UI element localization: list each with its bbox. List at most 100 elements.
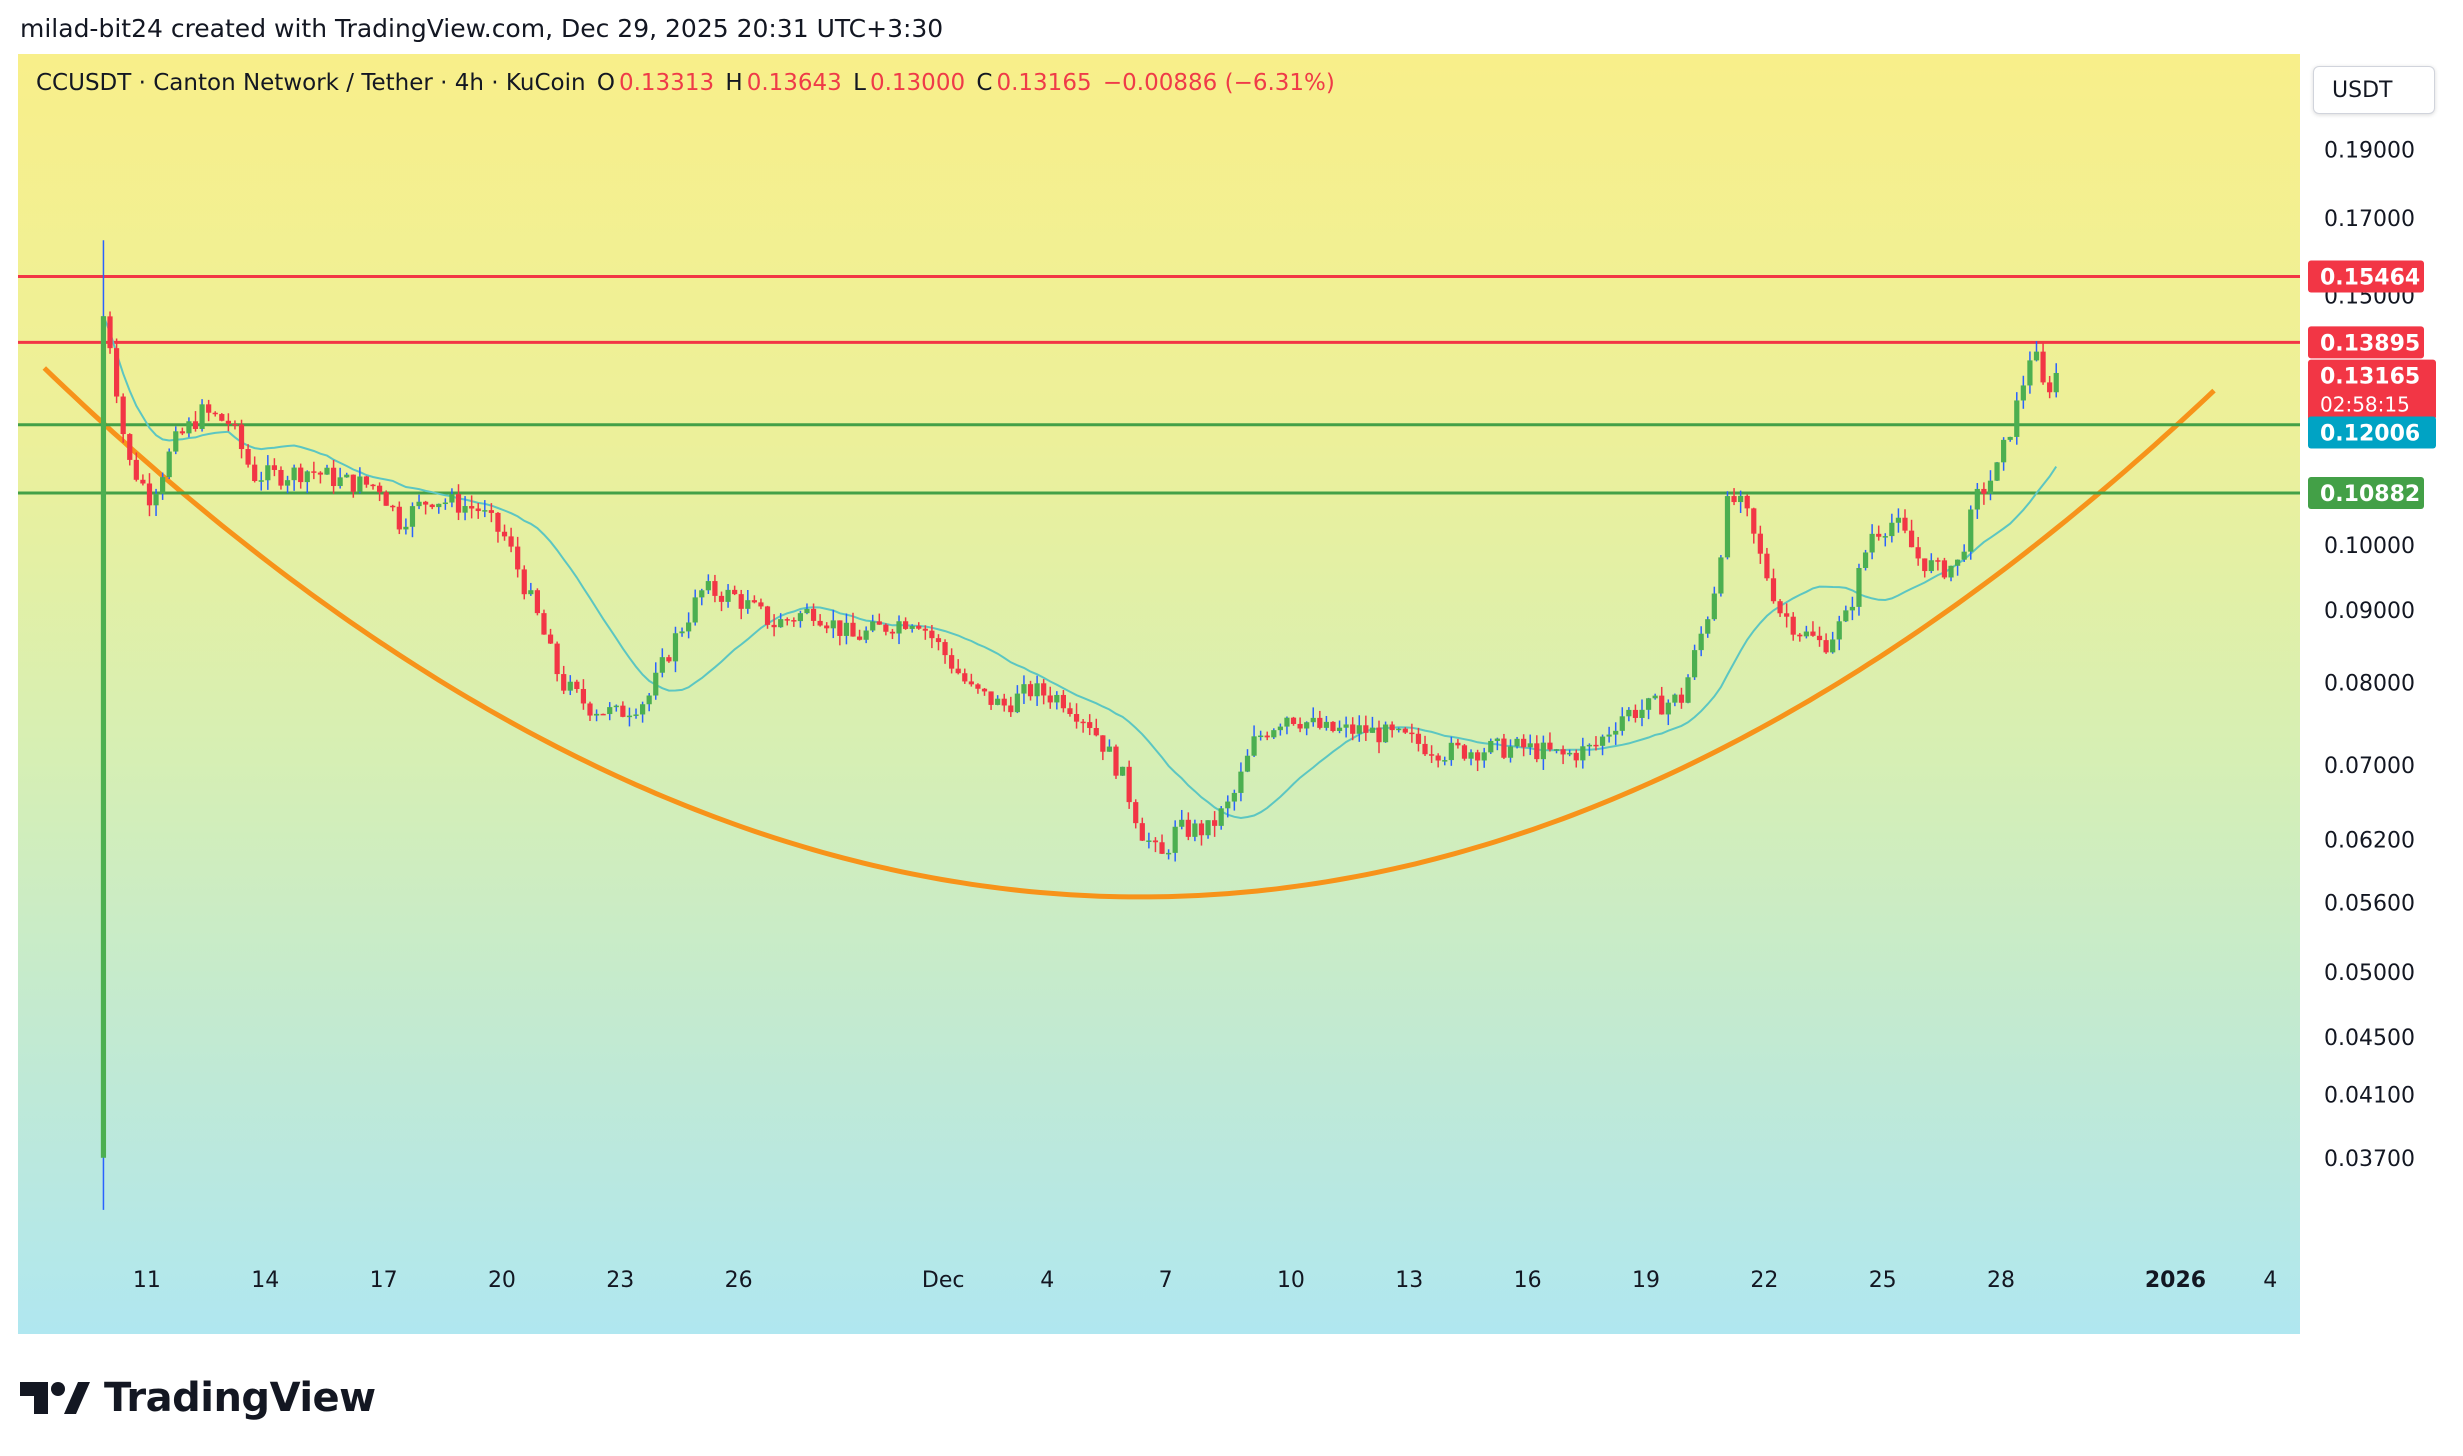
candle-body xyxy=(1849,606,1855,611)
candle-body xyxy=(1212,820,1218,826)
time-tick-label: 19 xyxy=(1632,1268,1660,1293)
candle-body xyxy=(442,502,448,505)
candle-body xyxy=(488,510,494,513)
candle-body xyxy=(120,396,126,435)
candle-body xyxy=(146,483,153,506)
candle-body xyxy=(1560,749,1566,755)
price-tick-label: 0.05600 xyxy=(2324,891,2415,916)
time-tick-label: 22 xyxy=(1750,1268,1778,1293)
chart-canvas[interactable]: 0.190000.170000.150000.100000.090000.080… xyxy=(18,54,2444,1334)
candle-body xyxy=(1705,619,1711,634)
candle-body xyxy=(692,597,698,623)
candle-body xyxy=(2007,436,2013,440)
rounding-bottom-curve xyxy=(42,366,2216,900)
candle-body xyxy=(1218,808,1224,826)
candle-body xyxy=(107,316,113,349)
candle-body xyxy=(1435,755,1441,761)
candle-body xyxy=(1106,746,1113,752)
level-badge-label: 0.10882 xyxy=(2320,482,2420,507)
candle-body xyxy=(1902,517,1908,531)
candle-body xyxy=(1363,725,1369,733)
legend-change: −0.00886 (−6.31%) xyxy=(1102,70,1335,96)
candle-body xyxy=(1152,840,1159,843)
candle-body xyxy=(1008,705,1014,713)
candle-body xyxy=(2014,400,2020,437)
candle-body xyxy=(1139,823,1145,841)
candle-body xyxy=(330,467,337,487)
candle-body xyxy=(1343,724,1349,728)
candle-body xyxy=(1409,732,1415,735)
chart-area[interactable] xyxy=(18,54,2444,1334)
candle-body xyxy=(258,480,264,482)
candle-body xyxy=(1126,766,1132,803)
candle-body xyxy=(1461,745,1468,759)
candle-body xyxy=(1034,683,1040,697)
candle-body xyxy=(1481,752,1487,761)
candle-body xyxy=(593,713,600,716)
candle-body xyxy=(173,431,179,452)
candle-body xyxy=(1968,509,1974,552)
candle-body xyxy=(1777,601,1783,614)
candle-body xyxy=(1816,635,1823,641)
candle-body xyxy=(1757,533,1763,554)
time-tick-label: 20 xyxy=(488,1268,516,1293)
legend-symbol[interactable]: CCUSDT · Canton Network / Tether · 4h · … xyxy=(36,70,586,96)
candle-body xyxy=(1586,744,1592,747)
candle-body xyxy=(1501,738,1507,758)
candle-body xyxy=(528,590,534,595)
candle-body xyxy=(824,625,830,629)
candle-body xyxy=(1073,714,1080,722)
candle-body xyxy=(1830,639,1836,653)
candle-body xyxy=(1876,533,1882,537)
candle-body xyxy=(1514,738,1520,747)
candle-body xyxy=(495,512,501,532)
candle-body xyxy=(1087,722,1093,729)
candle-body xyxy=(916,625,922,629)
candle-body xyxy=(350,474,356,492)
candle-body xyxy=(1580,746,1586,761)
candle-body xyxy=(1738,495,1744,503)
candle-body xyxy=(1310,717,1316,723)
candle-body xyxy=(1534,743,1540,760)
candle-body xyxy=(284,480,291,486)
time-tick-label: 4 xyxy=(1040,1268,1054,1293)
candle-body xyxy=(659,657,665,673)
candle-body xyxy=(1882,536,1888,538)
candle-body xyxy=(1422,743,1428,755)
candle-body xyxy=(1619,716,1625,731)
candle-body xyxy=(810,608,817,621)
candle-body xyxy=(377,485,383,493)
candle-body xyxy=(1698,633,1704,651)
candle-body xyxy=(1692,650,1698,678)
candle-body xyxy=(416,501,422,507)
candle-body xyxy=(1231,792,1237,802)
candle-body xyxy=(929,630,935,639)
candle-body xyxy=(1455,742,1461,746)
candle-body xyxy=(225,420,231,425)
candle-body xyxy=(856,636,863,640)
candle-body xyxy=(640,704,646,715)
candle-body xyxy=(725,589,731,602)
time-tick-label: 4 xyxy=(2263,1268,2277,1293)
candle-body xyxy=(784,619,790,621)
candle-body xyxy=(1001,698,1007,706)
candle-body xyxy=(1336,727,1343,732)
currency-unit-button[interactable]: USDT xyxy=(2313,66,2435,114)
candle-body xyxy=(1955,559,1961,566)
candle-body xyxy=(1060,694,1066,709)
candle-body xyxy=(245,449,251,465)
candle-body xyxy=(613,705,619,708)
candle-body xyxy=(1290,717,1297,724)
candle-body xyxy=(1652,695,1658,699)
candle-body xyxy=(745,600,751,609)
candle-body xyxy=(1790,616,1796,635)
candle-body xyxy=(1192,823,1198,837)
candle-body xyxy=(1225,801,1231,809)
candle-body xyxy=(370,484,376,487)
candle-body xyxy=(988,691,994,705)
candle-body xyxy=(521,569,527,595)
candle-body xyxy=(975,684,981,689)
candle-body xyxy=(870,621,876,631)
candle-body xyxy=(206,404,212,413)
candle-body xyxy=(1678,694,1685,703)
